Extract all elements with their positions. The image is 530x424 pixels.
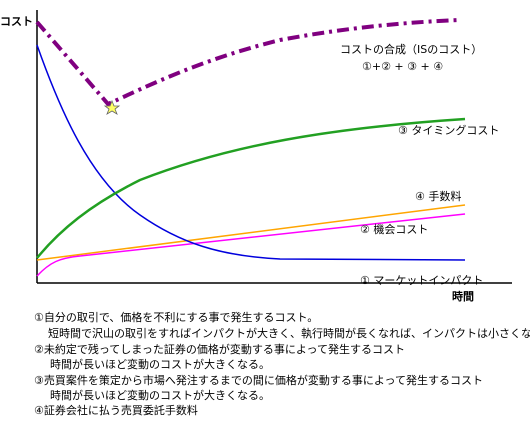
x-axis-label: 時間 <box>452 289 474 303</box>
note: ②未約定で残ってしまった証券の価格が変動する事によって発生するコスト <box>34 342 405 356</box>
total-curve <box>35 18 461 107</box>
note: 短時間で沢山の取引をすればインパクトが大きく、執行時間が長くなれば、インパクトは… <box>48 326 530 340</box>
note: ③売買案件を策定から市場へ発注するまでの間に価格が変動する事によって発生するコス… <box>34 373 483 387</box>
note: 時間が長いほど変動のコストが大きくなる。 <box>50 388 270 402</box>
curve-label: コストの合成（ISのコスト） <box>340 42 482 56</box>
curve-label: ③ タイミングコスト <box>398 123 499 137</box>
y-axis-label: コスト <box>0 15 33 28</box>
minimum-star <box>103 99 121 115</box>
curve-label: ④ 手数料 <box>415 189 461 203</box>
curve-label: ①+② + ③ + ④ <box>362 60 443 73</box>
fee-curve <box>36 204 466 261</box>
curve-label: ① マーケットインパクト <box>360 274 483 287</box>
opportunity-curve <box>36 213 466 277</box>
curve-label: ② 機会コスト <box>360 222 428 236</box>
impact-curve <box>36 44 466 261</box>
timing-curve <box>36 117 466 259</box>
note: ①自分の取引で、価格を不利にする事で発生するコスト。 <box>34 310 318 324</box>
note: 時間が長いほど変動のコストが大きくなる。 <box>50 357 270 371</box>
note: ④証券会社に払う売買委託手数料 <box>34 403 198 417</box>
